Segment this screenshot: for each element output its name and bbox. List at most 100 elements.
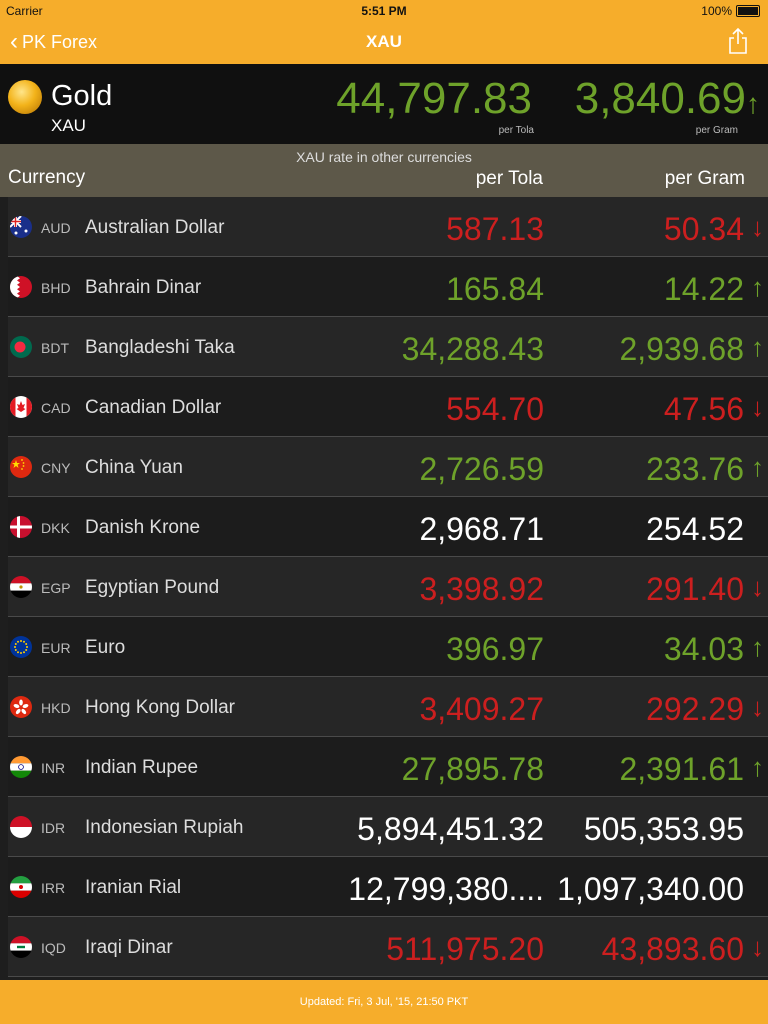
currency-row-cad[interactable]: CAD Canadian Dollar 554.70 47.56 ↓	[8, 377, 768, 437]
status-bar: Carrier 5:51 PM 100%	[0, 0, 768, 20]
currency-name: Iraqi Dinar	[85, 937, 173, 958]
iraq-flag-icon	[10, 936, 32, 958]
table-header: XAU rate in other currencies Currency pe…	[0, 144, 768, 197]
currency-code: INR	[41, 760, 66, 776]
status-time: 5:51 PM	[361, 4, 407, 18]
currency-name: Egyptian Pound	[85, 577, 220, 598]
eu-flag-icon	[10, 636, 32, 658]
currency-code: EUR	[41, 640, 71, 656]
currency-name: Australian Dollar	[85, 217, 225, 238]
arrow-up-icon: ↑	[746, 88, 760, 119]
currency-name: China Yuan	[85, 457, 183, 478]
arrow-up-icon: ↑	[751, 752, 764, 782]
bangladesh-flag-icon	[10, 336, 32, 358]
per-tola-value: 34,288.43	[401, 331, 544, 367]
currency-row-bhd[interactable]: BHD Bahrain Dinar 165.84 14.22 ↑	[8, 257, 768, 317]
arrow-down-icon: ↓	[751, 572, 764, 602]
battery-icon	[736, 5, 760, 17]
canada-flag-icon	[10, 396, 32, 418]
currency-name: Euro	[85, 637, 126, 658]
currency-name: Bahrain Dinar	[85, 277, 202, 298]
per-tola-value: 165.84	[446, 271, 544, 307]
per-tola-value: 27,895.78	[401, 751, 544, 787]
per-tola-value: 2,726.59	[419, 451, 544, 487]
egypt-flag-icon	[10, 576, 32, 598]
nav-bar: ‹ PK Forex XAU	[0, 20, 768, 64]
currency-code: EGP	[41, 580, 71, 596]
battery-indicator: 100%	[701, 4, 760, 18]
currency-name: Hong Kong Dollar	[85, 697, 235, 718]
per-gram-value: 43,893.60	[601, 931, 744, 967]
per-gram-value: 34.03	[663, 631, 744, 667]
per-tola-value: 3,409.27	[419, 691, 544, 727]
per-gram-value: 254.52	[646, 511, 744, 547]
currency-row-bdt[interactable]: BDT Bangladeshi Taka 34,288.43 2,939.68 ↑	[8, 317, 768, 377]
currency-row-eur[interactable]: EUR Euro 396.97 34.03 ↑	[8, 617, 768, 677]
share-icon[interactable]	[728, 27, 748, 55]
per-gram-value: 47.56	[663, 391, 744, 427]
per-tola-value: 3,398.92	[419, 571, 544, 607]
currency-name: Indonesian Rupiah	[85, 817, 244, 838]
currency-list[interactable]: AUD Australian Dollar 587.13 50.34 ↓ BHD Bahra…	[0, 197, 768, 980]
currency-code: IRR	[41, 880, 66, 896]
currency-code: BHD	[41, 280, 71, 296]
per-gram-column-header: per Gram	[664, 168, 745, 189]
currency-name: Danish Krone	[85, 517, 201, 538]
currency-code: CAD	[41, 400, 71, 416]
per-gram-value: 1,097,340.00	[557, 871, 744, 907]
per-gram-value: 14.22	[663, 271, 744, 307]
per-gram-value: 233.76	[646, 451, 744, 487]
currency-row-hkd[interactable]: HKD Hong Kong Dollar 3,409.27 292.29 ↓	[8, 677, 768, 737]
per-tola-value: 554.70	[446, 391, 544, 427]
currency-row-idr[interactable]: IDR Indonesian Rupiah 5,894,451.32 505,353.…	[8, 797, 768, 857]
denmark-flag-icon	[10, 516, 32, 538]
per-gram-value: 291.40	[646, 571, 744, 607]
australia-flag-icon	[10, 216, 32, 238]
gold-per-tola-label: per Tola	[498, 125, 534, 136]
per-gram-value: 2,391.61	[619, 751, 744, 787]
arrow-up-icon: ↑	[751, 272, 764, 302]
currency-row-irr[interactable]: IRR Iranian Rial 12,799,380.... 1,097,340.0…	[8, 857, 768, 917]
currency-code: AUD	[41, 220, 71, 236]
indonesia-flag-icon	[10, 816, 32, 838]
gold-per-gram-label: per Gram	[695, 125, 738, 136]
currency-row-iqd[interactable]: IQD Iraqi Dinar 511,975.20 43,893.60 ↓	[8, 917, 768, 977]
currency-row-inr[interactable]: INR Indian Rupee 27,895.78 2,391.61 ↑	[8, 737, 768, 797]
currency-row-dkk[interactable]: DKK Danish Krone 2,968.71 254.52	[8, 497, 768, 557]
currency-row-egp[interactable]: EGP Egyptian Pound 3,398.92 291.40 ↓	[8, 557, 768, 617]
india-flag-icon	[10, 756, 32, 778]
currency-column-header: Currency	[8, 167, 86, 188]
currency-code: BDT	[41, 340, 69, 356]
bahrain-flag-icon	[10, 276, 32, 298]
per-tola-column-header: per Tola	[475, 168, 543, 189]
battery-percent: 100%	[701, 4, 732, 18]
per-tola-value: 511,975.20	[386, 931, 544, 967]
arrow-up-icon: ↑	[751, 632, 764, 662]
currency-code: DKK	[41, 520, 70, 536]
currency-row-cny[interactable]: CNY China Yuan 2,726.59 233.76 ↑	[8, 437, 768, 497]
arrow-up-icon: ↑	[751, 452, 764, 482]
currency-name: Iranian Rial	[85, 877, 182, 898]
carrier-label: Carrier	[6, 4, 43, 18]
per-tola-value: 2,968.71	[419, 511, 544, 547]
currency-code: IQD	[41, 940, 66, 956]
currency-row-aud[interactable]: AUD Australian Dollar 587.13 50.34 ↓	[8, 197, 768, 257]
gold-summary: Gold XAU 44,797.83 per Tola 3,840.69↑ pe…	[0, 64, 768, 144]
per-tola-value: 396.97	[446, 631, 544, 667]
currency-name: Indian Rupee	[85, 757, 199, 778]
arrow-down-icon: ↓	[751, 692, 764, 722]
per-gram-value: 50.34	[663, 211, 744, 247]
currency-code: HKD	[41, 700, 71, 716]
arrow-down-icon: ↓	[751, 392, 764, 422]
chevron-left-icon: ‹	[10, 28, 18, 55]
updated-footer: Updated: Fri, 3 Jul, '15, 21:50 PKT	[0, 980, 768, 1024]
arrow-up-icon: ↑	[751, 332, 764, 362]
gold-code: XAU	[51, 116, 86, 135]
table-subtitle: XAU rate in other currencies	[296, 149, 472, 165]
per-tola-value: 587.13	[446, 211, 544, 247]
back-button[interactable]: ‹ PK Forex	[10, 30, 97, 54]
per-tola-value: 5,894,451.32	[357, 811, 544, 847]
page-title: XAU	[366, 32, 402, 51]
per-tola-value: 12,799,380....	[348, 871, 544, 907]
currency-name: Bangladeshi Taka	[85, 337, 235, 358]
